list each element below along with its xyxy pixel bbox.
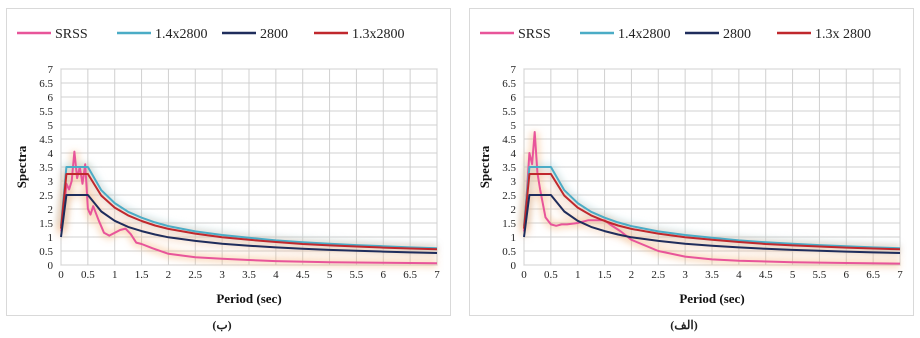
y-tick-label: 1.5 [502,218,516,230]
x-tick-label: 1 [112,269,118,281]
y-tick-label: 2 [511,204,517,216]
x-tick-label: 4 [736,269,742,281]
x-tick-label: 5 [327,269,333,281]
x-tick-label: 3.5 [242,269,256,281]
legend-item: 1.3x 2800 [777,27,871,42]
y-tick-label: 3.5 [39,162,53,174]
legend-label: SRSS [518,27,551,42]
y-tick-label: 2.5 [502,190,516,202]
x-tick-label: 7 [897,269,903,281]
y-tick-label: 5 [48,120,54,132]
x-tick-label: 1.5 [135,269,149,281]
x-tick-label: 4.5 [296,269,310,281]
x-tick-label: 0.5 [544,269,558,281]
x-tick-label: 2 [629,269,635,281]
legend-label: 1.3x2800 [352,27,405,42]
y-axis-title: Spectra [14,145,29,188]
legend-item: 2800 [685,27,751,42]
x-tick-label: 6 [844,269,850,281]
legend-item: 2800 [222,27,288,42]
y-tick-label: 0 [48,260,54,272]
legend-label: 1.4x2800 [155,27,208,42]
series-line-14x2800 [60,166,438,250]
y-tick-label: 1.5 [39,218,53,230]
x-axis-title: Period (sec) [679,291,744,306]
y-tick-label: 1 [511,232,517,244]
y-tick-label: 7 [48,64,54,76]
series-line-2800 [523,194,901,254]
y-tick-label: 7 [511,64,517,76]
y-tick-label: 3.5 [502,162,516,174]
x-tick-label: 2 [166,269,172,281]
y-tick-label: 4.5 [39,134,53,146]
legend-label: 2800 [723,27,751,42]
y-tick-label: 2.5 [39,190,53,202]
y-tick-label: 6 [511,92,517,104]
legend-item: 1.3x2800 [314,27,405,42]
y-tick-label: 3 [511,176,517,188]
x-tick-label: 0 [58,269,64,281]
x-tick-label: 0.5 [81,269,95,281]
x-tick-label: 1.5 [598,269,612,281]
chart-panel-b: 0 0.5 1 1.5 2 2.5 3 3.5 4 4.5 5 5.5 6 6.5 7 0 0.5 1 1.5 2 2.… [6,8,451,316]
y-tick-label: 4 [511,148,517,160]
x-tick-label: 2.5 [651,269,665,281]
y-tick-label: 6 [48,92,54,104]
x-tick-label: 6.5 [866,269,880,281]
y-tick-label: 3 [48,176,54,188]
legend-item: SRSS [480,27,551,42]
x-tick-label: 5.5 [813,269,827,281]
legend-label: 1.4x2800 [618,27,671,42]
x-tick-label: 4 [273,269,279,281]
y-tick-label: 1 [48,232,54,244]
x-tick-label: 4.5 [759,269,773,281]
x-tick-label: 1 [575,269,581,281]
y-axis-title: Spectra [477,145,492,188]
series-line-srss [60,150,438,265]
y-tick-label: 5.5 [39,106,53,118]
y-tick-label: 2 [48,204,54,216]
y-tick-label: 5.5 [502,106,516,118]
chart-panel-alef: 0 0.5 1 1.5 2 2.5 3 3.5 4 4.5 5 5.5 6 6.5 7 0 0.5 1 1.5 2 2.… [469,8,914,316]
chart-svg-b: 0 0.5 1 1.5 2 2.5 3 3.5 4 4.5 5 5.5 6 6.5 7 0 0.5 1 1.5 2 2.… [14,27,440,306]
legend-label: SRSS [55,27,88,42]
y-tick-label: 5 [511,120,517,132]
y-tick-label: 0.5 [39,246,53,258]
x-tick-label: 7 [434,269,440,281]
y-tick-label: 4 [48,148,54,160]
chart-svg-alef: 0 0.5 1 1.5 2 2.5 3 3.5 4 4.5 5 5.5 6 6.5 7 0 0.5 1 1.5 2 2.… [477,27,903,306]
series-line-13x2800 [60,173,438,251]
legend-item: SRSS [17,27,88,42]
series-line-srss [523,131,901,265]
y-tick-label: 0 [511,260,517,272]
y-tick-label: 4.5 [502,134,516,146]
legend-label: 2800 [260,27,288,42]
legend-label: 1.3x 2800 [815,27,871,42]
y-tick-label: 0.5 [502,246,516,258]
x-tick-label: 3 [682,269,688,281]
x-tick-label: 3 [219,269,225,281]
x-tick-label: 5 [790,269,796,281]
y-tick-label: 6.5 [502,78,516,90]
x-tick-label: 6 [381,269,387,281]
x-tick-label: 5.5 [350,269,364,281]
x-tick-label: 6.5 [403,269,417,281]
y-tick-label: 6.5 [39,78,53,90]
series-line-13x2800 [523,173,901,251]
legend-item: 1.4x2800 [117,27,208,42]
x-axis-title: Period (sec) [216,291,281,306]
chart-caption-b: (ب) [212,318,232,332]
x-tick-label: 0 [521,269,527,281]
x-tick-label: 3.5 [705,269,719,281]
chart-caption-alef: (الف) [670,318,698,332]
series-line-14x2800 [523,166,901,250]
x-tick-label: 2.5 [188,269,202,281]
series-line-2800 [60,194,438,254]
legend-item: 1.4x2800 [580,27,671,42]
